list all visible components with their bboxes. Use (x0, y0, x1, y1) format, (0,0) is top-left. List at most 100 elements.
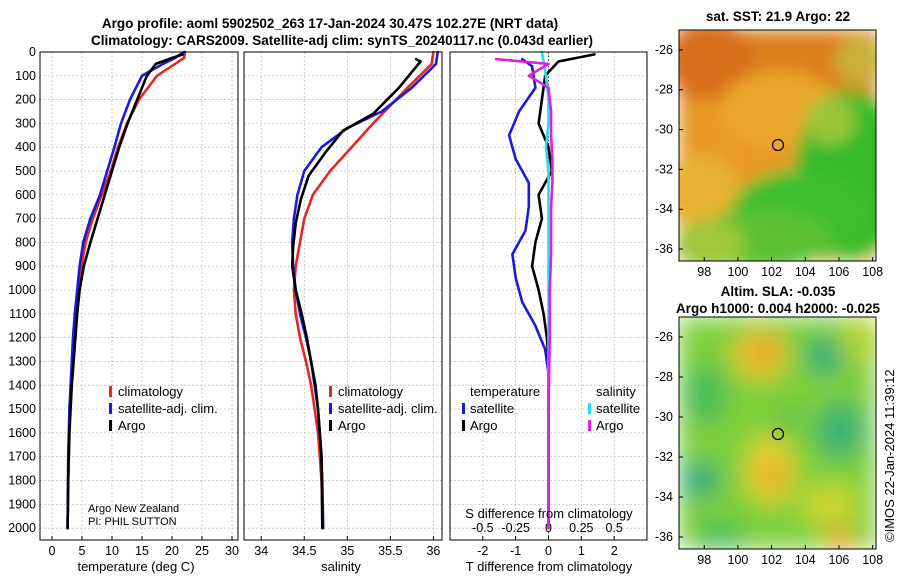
y-tick-label: 0 (29, 45, 36, 59)
salinity-xlabel: salinity (321, 559, 361, 574)
provider-label: Argo New Zealand (88, 503, 179, 515)
y-tick-label: -26 (655, 43, 673, 57)
argo-position-marker (771, 138, 785, 152)
x-tick-label: 35 (340, 544, 354, 558)
sst-map-frame (678, 29, 877, 262)
x-tick-label: 1 (578, 544, 585, 558)
series-line-climatology (292, 50, 435, 530)
y-tick-label: -36 (655, 530, 673, 544)
temperature-legend: climatology satellite-adj. clim. Argo (109, 384, 218, 433)
y-tick-label: 1000 (8, 283, 36, 297)
legend-s-satellite: satellite (596, 401, 640, 416)
sst-map-axes: 98 100 102 104 106 108 -26 -28 -30 -32 -34 -36 (655, 43, 883, 279)
imos-timestamp: ©IMOS 22-Jan-2024 11:39:12 (882, 369, 897, 542)
x-tick-label: 20 (165, 544, 179, 558)
plot-frame (243, 51, 443, 541)
argo-position-marker (771, 427, 785, 441)
legend-swatch-satellite (329, 403, 332, 414)
sla-map-frame (678, 316, 877, 550)
x-tick-label: 34 (254, 544, 268, 558)
x-tick-label: -1 (510, 544, 521, 558)
legend-satellite: satellite-adj. clim. (118, 401, 218, 416)
x-tick-label: 0 (49, 544, 56, 558)
y-tick-label: 1200 (8, 331, 36, 345)
temperature-panel: 0100200300400500600700800900100011001200… (8, 45, 239, 558)
series-line-t-satellite (507, 57, 550, 530)
sst-map: 98 100 102 104 106 108 -26 -28 -30 -32 -34 -36 (655, 29, 883, 279)
x-tick-label: 102 (761, 265, 782, 279)
series-line-argo (290, 57, 422, 530)
sla-map-subtitle: Argo h1000: 0.004 h2000: -0.025 (676, 301, 881, 316)
x-tick-label: 104 (795, 265, 816, 279)
s-tick-label: 0.5 (605, 521, 622, 535)
title-line-2: Climatology: CARS2009. Satellite-adj cli… (91, 33, 593, 48)
difference-panel: -2 -1 0 1 2-0.5 -0.25 0 0.25 0.5 (449, 50, 648, 558)
x-tick-label: 108 (862, 553, 883, 567)
y-tick-label: 500 (15, 164, 36, 178)
y-tick-label: -32 (655, 450, 673, 464)
legend-salinity-title: salinity (596, 384, 636, 399)
y-tick-label: 1300 (8, 354, 36, 368)
y-tick-label: 1500 (8, 402, 36, 416)
series-line-s-argo (494, 57, 554, 530)
legend-s-argo: Argo (596, 418, 623, 433)
legend-swatch-argo (109, 420, 112, 431)
s-tick-label: -0.5 (472, 521, 494, 535)
y-tick-label: 100 (15, 69, 36, 83)
y-tick-label: -34 (655, 202, 673, 216)
legend-temperature-title: temperature (470, 384, 540, 399)
t-difference-xlabel: T difference from climatology (466, 559, 633, 574)
y-tick-label: 1700 (8, 450, 36, 464)
y-tick-label: 400 (15, 140, 36, 154)
legend-argo: Argo (118, 418, 145, 433)
s-tick-label: -0.25 (501, 521, 530, 535)
sla-map-axes: 98 100 102 104 106 108 -26 -28 -30 -32 -34 -36 (655, 330, 883, 567)
y-tick-label: 700 (15, 212, 36, 226)
x-tick-label: 100 (728, 553, 749, 567)
x-tick-label: 30 (225, 544, 239, 558)
x-tick-label: 2 (611, 544, 618, 558)
legend-t-argo: Argo (470, 418, 497, 433)
x-tick-label: 10 (105, 544, 119, 558)
y-tick-label: -36 (655, 242, 673, 256)
x-tick-label: 106 (829, 265, 850, 279)
series-line-argo (66, 53, 185, 530)
s-tick-label: 0.25 (569, 521, 593, 535)
sla-map-title: Altim. SLA: -0.035 (721, 284, 836, 299)
y-tick-label: -28 (655, 83, 673, 97)
y-tick-label: -32 (655, 162, 673, 176)
y-tick-label: 1900 (8, 497, 36, 511)
x-tick-label: 35.5 (378, 544, 402, 558)
series-line-t-argo (530, 53, 596, 530)
x-tick-label: 106 (829, 553, 850, 567)
legend-swatch-s-satellite (588, 403, 591, 414)
x-tick-label: -2 (477, 544, 488, 558)
plot-frame (449, 51, 648, 541)
y-tick-label: 1800 (8, 473, 36, 487)
legend-swatch-climatology (329, 386, 332, 397)
x-tick-label: 25 (195, 544, 209, 558)
legend-swatch-t-argo (462, 420, 465, 431)
legend-swatch-argo (329, 420, 332, 431)
s-difference-xlabel: S difference from climatology (465, 506, 633, 521)
sla-map: 98 100 102 104 106 108 -26 -28 -30 -32 -34 -36 (655, 316, 883, 567)
legend-t-satellite: satellite (470, 401, 514, 416)
salinity-panel: 34 34.5 35 35.5 36 (243, 50, 443, 558)
legend-swatch-s-argo (588, 420, 591, 431)
y-tick-label: -26 (655, 330, 673, 344)
x-tick-label: 36 (426, 544, 440, 558)
y-tick-label: 2000 (8, 521, 36, 535)
y-tick-label: 200 (15, 93, 36, 107)
y-tick-label: 600 (15, 188, 36, 202)
y-tick-label: 1600 (8, 426, 36, 440)
difference-legend: temperature satellite Argo salinity sate… (462, 384, 640, 433)
y-tick-label: -30 (655, 123, 673, 137)
y-tick-label: 1400 (8, 378, 36, 392)
legend-satellite: satellite-adj. clim. (338, 401, 438, 416)
x-tick-label: 34.5 (292, 544, 316, 558)
x-tick-label: 100 (728, 265, 749, 279)
y-tick-label: 1100 (9, 307, 36, 321)
x-tick-label: 5 (79, 544, 86, 558)
legend-swatch-satellite (109, 403, 112, 414)
